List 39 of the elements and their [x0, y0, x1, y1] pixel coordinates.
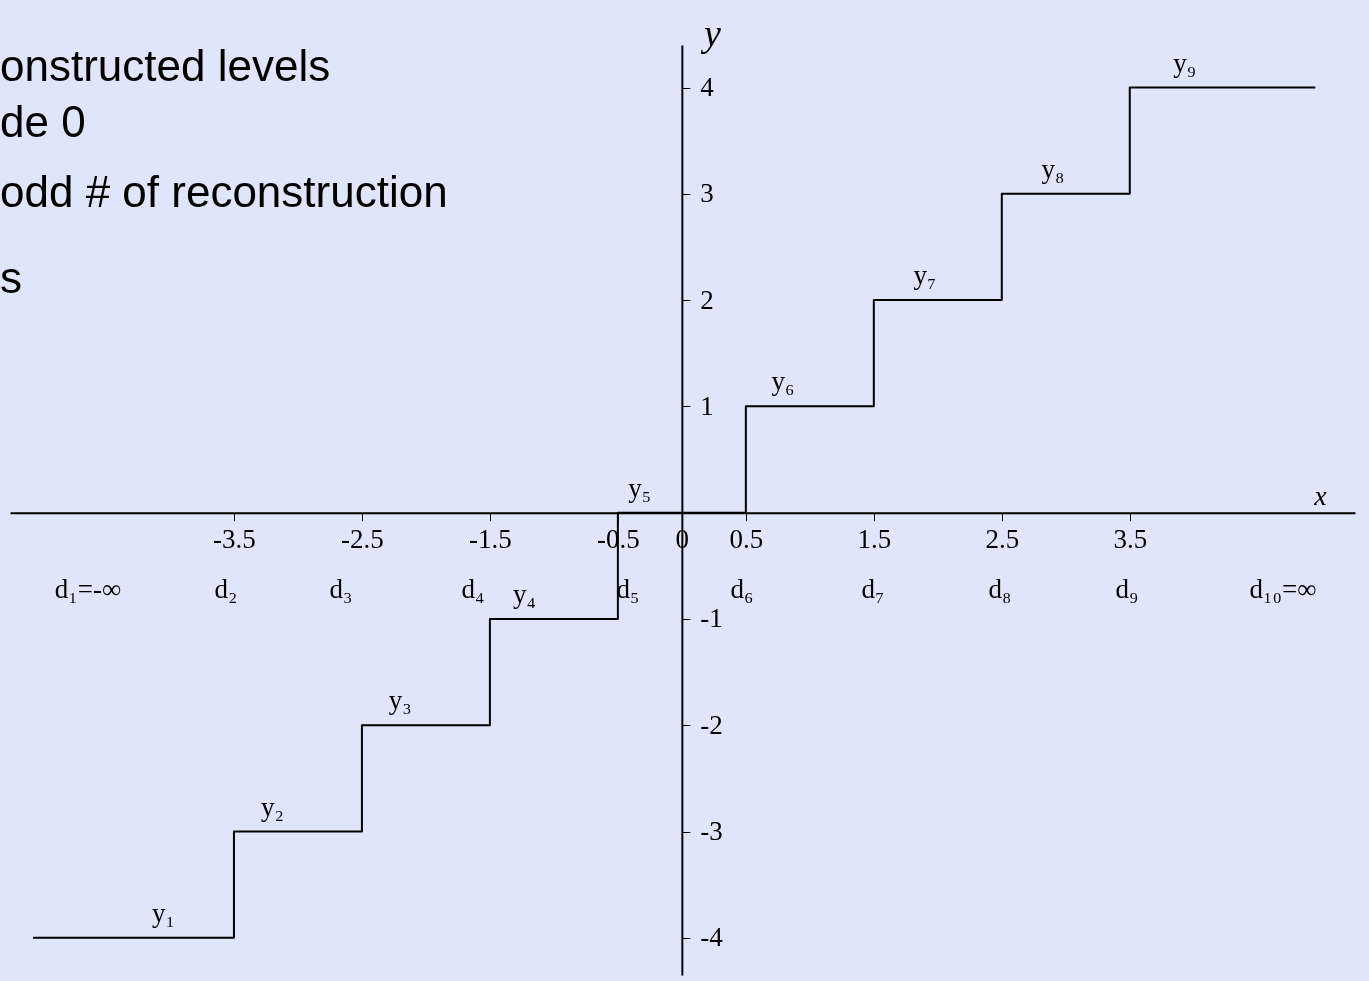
annotation: s [0, 253, 22, 302]
annotation: y₃ [388, 685, 412, 716]
y-tick-label: 2 [700, 284, 714, 315]
x-tick-label: -3.5 [213, 524, 256, 555]
annotation: d₆ [730, 574, 754, 604]
annotation: y₆ [771, 366, 795, 397]
x-axis-title: x [1313, 480, 1328, 512]
y-tick-label: -3 [700, 816, 723, 847]
annotation: d₉ [1115, 574, 1139, 604]
x-tick-label: -1.5 [469, 524, 512, 555]
annotation: y₅ [628, 472, 652, 503]
annotation: d₁₀=∞ [1249, 574, 1317, 604]
annotation: y₁ [152, 897, 176, 928]
annotation: onstructed levels [0, 41, 331, 90]
y-tick-label: -1 [700, 603, 723, 634]
y-tick-label: -2 [700, 709, 723, 740]
annotation: odd # of reconstruction [0, 167, 448, 216]
annotation: d₁=-∞ [54, 574, 122, 604]
annotation: d₄ [461, 574, 485, 604]
annotation: d₃ [329, 574, 353, 604]
x-tick-label: 2.5 [985, 524, 1020, 555]
annotation: y₈ [1041, 153, 1065, 184]
annotation: y₄ [512, 578, 536, 609]
y-tick-label: 1 [700, 390, 714, 421]
x-tick-label: -2.5 [341, 524, 384, 555]
annotation: d₂ [214, 574, 238, 604]
x-tick-label: 0.5 [729, 524, 764, 555]
annotation: y₂ [260, 791, 284, 822]
y-tick-label: -4 [700, 922, 724, 953]
annotation: d₇ [861, 574, 885, 604]
x-tick-label: 1.5 [857, 524, 892, 555]
annotation: de 0 [0, 97, 86, 146]
y-axis-title: y [699, 11, 721, 54]
annotation: d₈ [988, 574, 1012, 604]
annotation: y₉ [1173, 47, 1197, 78]
x-tick-label: 3.5 [1113, 524, 1148, 555]
y-tick-label: 3 [700, 178, 714, 209]
annotation: y₇ [913, 260, 937, 291]
y-tick-label: 4 [700, 72, 715, 103]
